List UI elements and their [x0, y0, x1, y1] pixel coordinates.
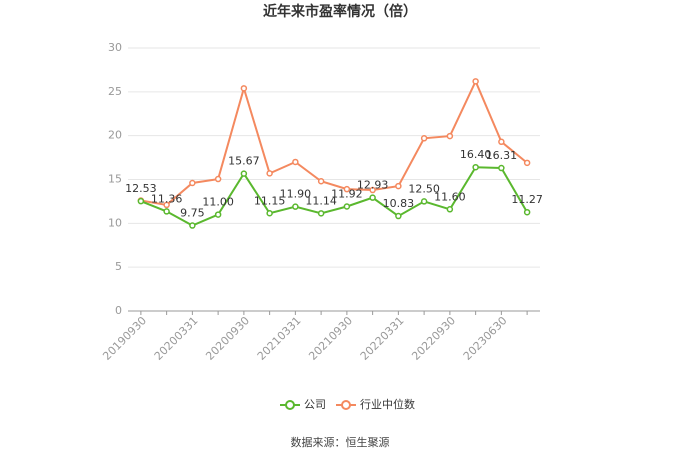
chart-title: 近年来市盈率情况（倍）: [263, 3, 417, 20]
point: [472, 78, 479, 85]
legend-label: 行业中位数: [360, 397, 415, 411]
point: [266, 170, 273, 177]
y-tick-label: 0: [115, 304, 122, 317]
point: [240, 170, 248, 177]
point: [420, 198, 428, 205]
source: 数据来源：恒生聚源: [291, 435, 390, 449]
y-tick-label: 25: [108, 85, 122, 98]
point: [523, 159, 531, 167]
point: [317, 210, 325, 217]
legend-label: 公司: [304, 398, 326, 411]
data-label: 16.31: [486, 149, 518, 162]
point: [395, 182, 402, 190]
legend-marker: [285, 400, 295, 410]
point: [498, 138, 505, 146]
y-tick-label: 15: [108, 173, 122, 186]
y-tick-label: 10: [108, 216, 122, 229]
point: [189, 222, 196, 229]
series-line: [140, 166, 528, 227]
series-line: [140, 78, 528, 206]
point: [163, 201, 170, 209]
point: [523, 208, 531, 216]
point: [214, 175, 222, 183]
point: [446, 132, 454, 140]
data-label: 12.50: [408, 182, 440, 195]
x-tick-label: 20200331: [152, 314, 201, 363]
point: [317, 178, 325, 185]
point: [343, 185, 351, 193]
point: [446, 206, 454, 213]
x-tick-label: 20220331: [358, 314, 407, 363]
data-label: 11.15: [254, 194, 286, 207]
x-tick-label: 20230630: [461, 314, 510, 363]
data-label: 11.27: [511, 193, 543, 206]
point: [292, 203, 299, 210]
x-tick-label: 20190930: [100, 314, 149, 363]
point: [369, 186, 376, 194]
data-label: 15.67: [228, 155, 260, 168]
point: [137, 197, 145, 205]
data-label: 12.53: [125, 182, 157, 195]
data-label: 12.93: [357, 179, 389, 192]
point: [420, 135, 428, 142]
data-label: 11.90: [280, 188, 312, 201]
point: [343, 203, 351, 210]
point: [472, 163, 479, 171]
point: [266, 210, 273, 217]
point: [292, 158, 299, 166]
data-label: 11.00: [202, 196, 234, 209]
x-tick-label: 20220930: [409, 314, 458, 363]
point: [498, 164, 505, 172]
data-label: 11.92: [331, 188, 363, 201]
point: [395, 212, 402, 220]
x-tick-label: 20210331: [255, 314, 304, 363]
y-tick-label: 30: [108, 41, 122, 54]
y-tick-label: 5: [115, 260, 122, 273]
data-label: 11.14: [305, 194, 337, 207]
data-label: 11.60: [434, 190, 466, 203]
point: [189, 179, 196, 187]
point: [214, 211, 222, 218]
x-tick-label: 20210930: [306, 314, 355, 363]
point: [369, 194, 376, 201]
data-label: 10.83: [383, 197, 415, 210]
point: [163, 208, 170, 215]
legend-marker: [341, 400, 351, 410]
point: [240, 85, 248, 92]
y-tick-label: 20: [108, 129, 122, 142]
data-label: 11.36: [151, 192, 183, 205]
x-tick-label: 20200930: [203, 314, 252, 363]
data-label: 16.40: [460, 148, 492, 161]
data-label: 9.75: [180, 207, 205, 220]
